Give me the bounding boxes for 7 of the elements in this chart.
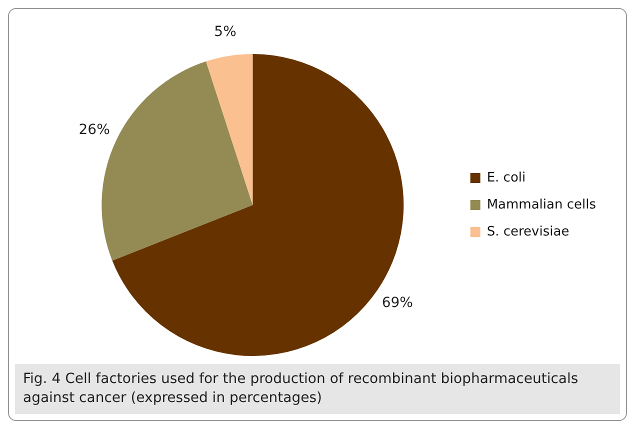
legend-label: E. coli (486, 170, 526, 186)
data-label: 5% (214, 24, 236, 40)
caption: Fig. 4 Cell factories used for the production of recombinant biopharmaceuticals against cancer (expressed in percentages) (15, 364, 620, 414)
data-label: 26% (78, 122, 110, 138)
legend-label: S. cerevisiae (486, 224, 570, 240)
data-label: 69% (382, 295, 413, 312)
legend-label: Mammalian cells (486, 197, 596, 212)
